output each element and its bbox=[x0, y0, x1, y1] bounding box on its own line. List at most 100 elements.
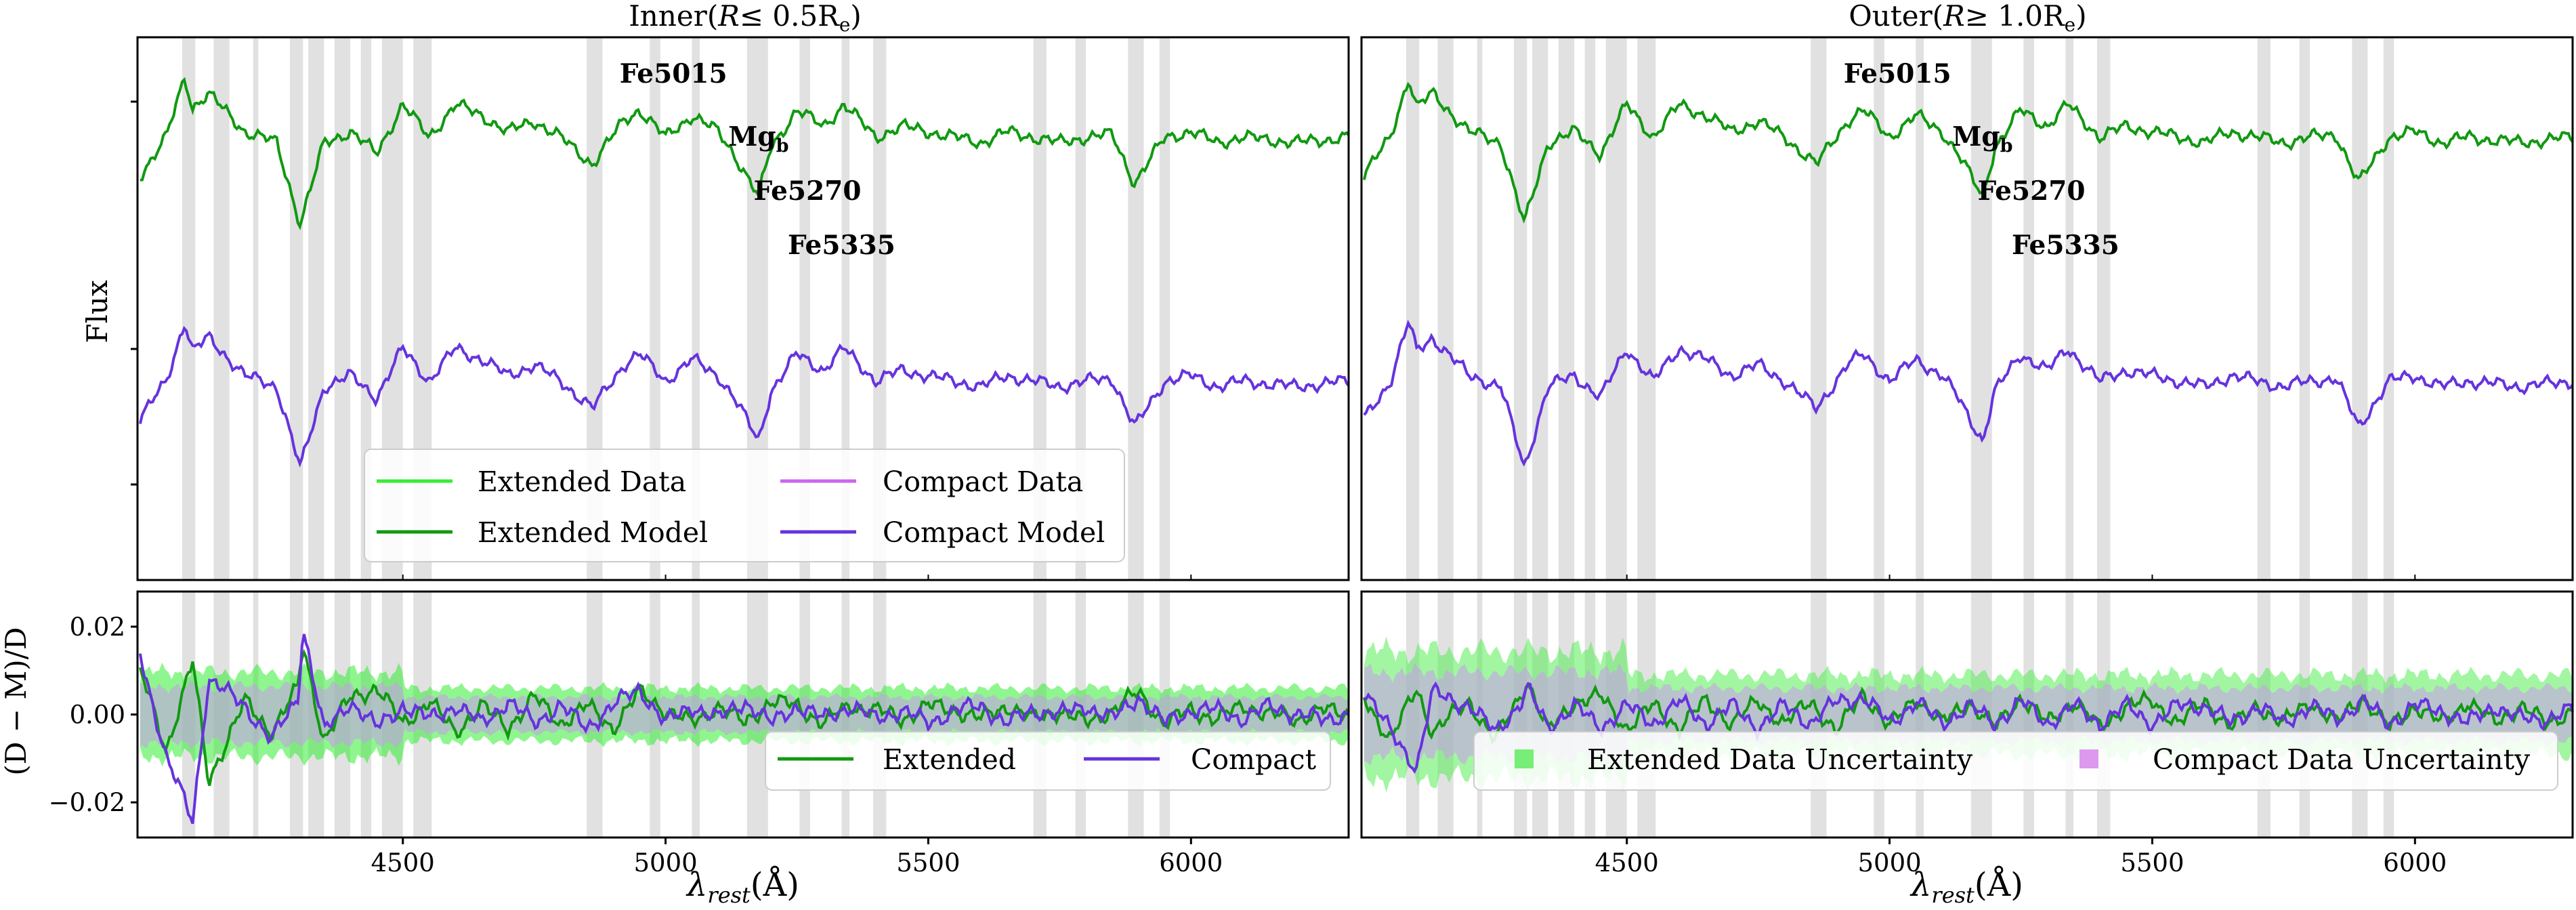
ytick-label: 0.00 bbox=[70, 701, 125, 730]
masked-band bbox=[2023, 37, 2034, 580]
feature-label-fe5335: Fe5335 bbox=[788, 230, 895, 261]
bottom-legend: Extended Data Uncertainty Compact Data U… bbox=[1473, 731, 2558, 791]
spectrum-line-extended-model bbox=[140, 77, 1350, 230]
masked-regions-top bbox=[1406, 37, 2394, 580]
ytick-label: −0.02 bbox=[49, 788, 125, 817]
residual-axis-label: (D − M)/D bbox=[0, 627, 33, 775]
masked-band bbox=[2383, 37, 2394, 580]
masked-band bbox=[1437, 37, 1454, 580]
masked-band bbox=[1605, 37, 1627, 580]
legend-box bbox=[1473, 731, 2558, 791]
masked-band bbox=[1075, 37, 1086, 580]
panel-outer: Outer(R≥ 1.0Re) Fe5015 Mgb Fe5270 Fe5335 45… bbox=[1360, 0, 2574, 908]
masked-band bbox=[2352, 37, 2368, 580]
residual-line-extended bbox=[1362, 681, 2574, 745]
masked-band bbox=[182, 37, 196, 580]
masked-band bbox=[1406, 37, 1420, 580]
spectra-lines-inner bbox=[138, 77, 1350, 468]
panel-title-inner: Inner(R≤ 0.5Re) bbox=[629, 0, 862, 36]
masked-band bbox=[2096, 37, 2111, 580]
spectrum-line-compact-model bbox=[138, 325, 1350, 468]
masked-band bbox=[253, 37, 259, 580]
masked-band bbox=[1811, 37, 1827, 580]
feature-label-mg: Mgb bbox=[728, 121, 788, 157]
xtick-label: 5000 bbox=[1857, 848, 1921, 877]
bottom-axes-frame bbox=[1360, 590, 2574, 839]
masked-band bbox=[841, 37, 850, 580]
legend-extended-uncertainty: Extended Data Uncertainty bbox=[1587, 743, 1973, 776]
xticks-inner: 4500 5000 5500 6000 bbox=[371, 575, 1223, 877]
feature-label-fe5015: Fe5015 bbox=[1844, 58, 1951, 89]
spectra-lines-outer bbox=[1362, 81, 2574, 467]
legend-compact-uncertainty: Compact Data Uncertainty bbox=[2153, 743, 2531, 776]
xtick-label: 6000 bbox=[2383, 848, 2447, 877]
masked-band bbox=[308, 37, 324, 580]
top-axes-frame bbox=[1360, 36, 2574, 581]
masked-band bbox=[872, 37, 887, 580]
legend-compact-model: Compact Model bbox=[883, 516, 1105, 549]
ytick-label: 0.02 bbox=[70, 613, 125, 642]
residual-line-extended bbox=[138, 648, 1350, 786]
legend-swatch-extended-uncertainty bbox=[1515, 749, 1534, 768]
masked-band bbox=[799, 37, 810, 580]
x-axis-label-inner: λrest(Å) bbox=[685, 865, 799, 908]
xtick-label: 5500 bbox=[2120, 848, 2184, 877]
residual-line-compact bbox=[138, 634, 1350, 825]
legend-compact-data: Compact Data bbox=[883, 466, 1083, 498]
legend-swatch-compact-uncertainty bbox=[2079, 749, 2098, 768]
feature-labels: Fe5015 Mgb Fe5270 Fe5335 bbox=[620, 58, 895, 261]
xtick-label: 4500 bbox=[371, 848, 435, 877]
masked-band bbox=[2065, 37, 2074, 580]
masked-band bbox=[1159, 37, 1170, 580]
panel-inner: Inner(R≤ 0.5Re) Flux (D − M)/D Fe5015 Mgb… bbox=[0, 0, 1350, 908]
feature-label-fe5270: Fe5270 bbox=[754, 175, 862, 207]
legend-extended-model: Extended Model bbox=[478, 516, 708, 549]
legend-extended-data: Extended Data bbox=[478, 466, 686, 498]
spectrum-line-extended-model bbox=[1362, 81, 2574, 224]
spectrum-line-compact-model bbox=[1363, 319, 2574, 467]
xtick-label: 5500 bbox=[896, 848, 960, 877]
masked-band bbox=[2299, 37, 2310, 580]
xtick-label: 6000 bbox=[1159, 848, 1223, 877]
residual-line-compact bbox=[1364, 681, 2574, 774]
masked-band bbox=[1532, 37, 1548, 580]
masked-band bbox=[1558, 37, 1575, 580]
feature-label-fe5335: Fe5335 bbox=[2012, 230, 2119, 261]
masked-band bbox=[1513, 37, 1527, 580]
legend-compact: Compact bbox=[1191, 743, 1317, 776]
masked-band bbox=[1033, 37, 1047, 580]
top-axes-frame bbox=[136, 36, 1350, 581]
masked-band bbox=[1637, 37, 1656, 580]
masked-band bbox=[1128, 37, 1144, 580]
masked-band bbox=[1916, 37, 1924, 580]
masked-band bbox=[692, 37, 700, 580]
uncertainty-band-compact bbox=[140, 680, 1348, 749]
masked-band bbox=[587, 37, 603, 580]
masked-band bbox=[360, 37, 372, 580]
residual-yticks: 0.02 0.00 −0.02 bbox=[49, 613, 138, 817]
xticks-outer: 4500 5000 5500 6000 bbox=[1595, 575, 2447, 877]
legend-extended: Extended bbox=[883, 743, 1016, 776]
masked-band bbox=[289, 37, 303, 580]
flux-axis-label: Flux bbox=[81, 280, 114, 344]
legend-box bbox=[765, 731, 1331, 791]
xtick-label: 4500 bbox=[1595, 848, 1659, 877]
feature-label-mg: Mgb bbox=[1952, 121, 2012, 157]
masked-band bbox=[2257, 37, 2271, 580]
masked-band bbox=[650, 37, 660, 580]
panel-title-outer: Outer(R≥ 1.0Re) bbox=[1849, 0, 2086, 36]
top-legend: Extended Data Compact Data Extended Mode… bbox=[364, 449, 1125, 562]
masked-band bbox=[334, 37, 351, 580]
masked-band bbox=[1584, 37, 1596, 580]
x-axis-label-outer: λrest(Å) bbox=[1909, 865, 2023, 908]
feature-labels: Fe5015 Mgb Fe5270 Fe5335 bbox=[1844, 58, 2119, 261]
feature-label-fe5015: Fe5015 bbox=[620, 58, 727, 89]
masked-band bbox=[1970, 37, 1992, 580]
feature-label-fe5270: Fe5270 bbox=[1978, 175, 2086, 207]
bottom-legend: Extended Compact bbox=[765, 731, 1331, 791]
masked-band bbox=[1477, 37, 1483, 580]
legend-box bbox=[364, 449, 1125, 562]
masked-band bbox=[1874, 37, 1884, 580]
masked-band bbox=[213, 37, 230, 580]
